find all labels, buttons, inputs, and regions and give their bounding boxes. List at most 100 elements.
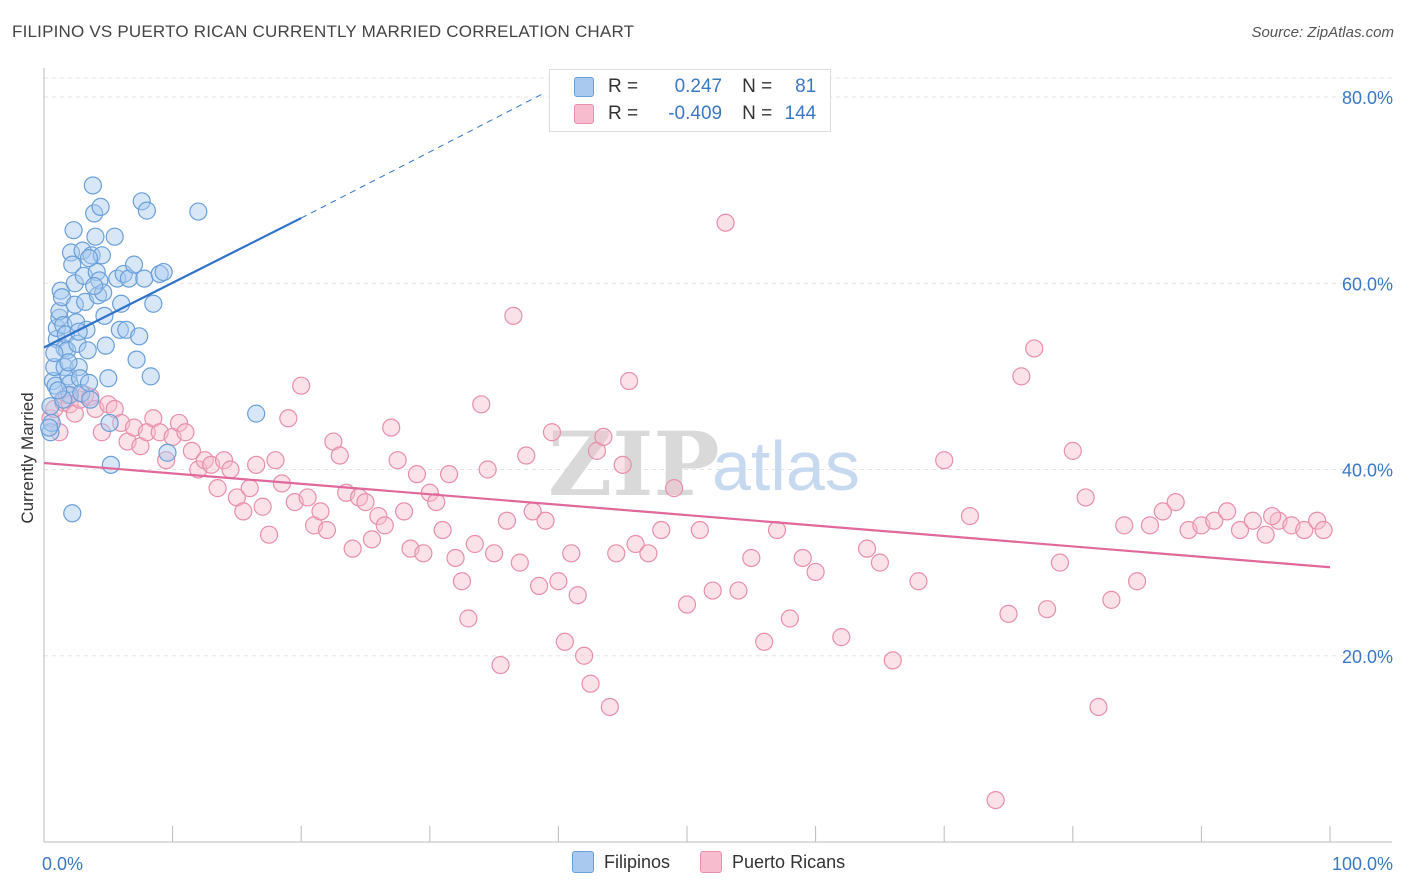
point-puerto-ricans	[208, 479, 227, 498]
point-filipinos	[88, 286, 108, 305]
point-puerto-ricans	[433, 520, 452, 540]
point-filipinos	[85, 276, 104, 296]
legend-n-label: N =	[742, 76, 773, 97]
point-puerto-ricans	[279, 409, 298, 428]
point-puerto-ricans	[767, 520, 787, 540]
series-label-filipinos: Filipinos	[604, 851, 671, 872]
point-filipinos	[65, 295, 84, 314]
point-puerto-ricans	[497, 511, 517, 530]
point-puerto-ricans	[1012, 367, 1031, 386]
point-filipinos	[130, 327, 149, 346]
y-tick-label: 40.0%	[1342, 461, 1393, 481]
point-puerto-ricans	[394, 502, 414, 521]
point-puerto-ricans	[780, 609, 799, 628]
series-legend-filipinos[interactable]: Filipinos	[572, 851, 670, 873]
point-puerto-ricans	[626, 534, 645, 554]
grid-lines	[44, 77, 1392, 657]
point-puerto-ricans	[169, 413, 189, 433]
point-puerto-ricans	[652, 520, 671, 540]
point-puerto-ricans	[832, 628, 851, 647]
point-puerto-ricans	[536, 511, 555, 530]
point-puerto-ricans	[530, 576, 549, 596]
point-puerto-ricans	[1050, 553, 1070, 572]
point-puerto-ricans	[999, 604, 1018, 623]
point-puerto-ricans	[356, 492, 375, 512]
legend-n-label: N =	[742, 103, 773, 124]
point-filipinos	[132, 192, 151, 211]
point-puerto-ricans	[600, 697, 619, 717]
point-puerto-ricans	[330, 446, 349, 465]
y-axis-title: Currently Married	[18, 392, 37, 524]
point-puerto-ricans	[1025, 339, 1044, 358]
point-puerto-ricans	[549, 572, 568, 591]
point-puerto-ricans	[414, 544, 433, 563]
point-filipinos	[59, 367, 78, 386]
point-puerto-ricans	[446, 548, 465, 568]
point-puerto-ricans	[240, 479, 259, 498]
point-puerto-ricans	[716, 213, 735, 232]
point-filipinos	[49, 381, 68, 400]
legend-r-value: 0.247	[674, 76, 723, 97]
y-tick-label: 60.0%	[1342, 274, 1393, 294]
point-puerto-ricans	[1153, 502, 1172, 521]
trend-extension-filipinos	[300, 91, 546, 219]
watermark-atlas: atlas	[712, 427, 860, 505]
point-puerto-ricans	[755, 632, 774, 651]
point-filipinos	[85, 204, 104, 223]
point-puerto-ricans	[65, 404, 84, 423]
point-puerto-ricans	[793, 548, 812, 568]
point-puerto-ricans	[1308, 511, 1327, 530]
series-swatch-filipinos	[572, 851, 594, 873]
point-puerto-ricans	[542, 423, 562, 442]
point-filipinos	[78, 341, 97, 360]
point-filipinos	[79, 373, 99, 392]
watermark-zip: ZIP	[548, 412, 720, 516]
point-puerto-ricans	[857, 539, 877, 558]
point-puerto-ricans	[510, 553, 529, 572]
point-filipinos	[124, 255, 144, 274]
point-puerto-ricans	[388, 451, 407, 470]
point-puerto-ricans	[1256, 525, 1275, 544]
point-puerto-ricans	[266, 451, 285, 470]
point-filipinos	[247, 404, 266, 423]
point-puerto-ricans	[729, 581, 748, 600]
point-puerto-ricans	[247, 455, 266, 474]
point-puerto-ricans	[234, 502, 253, 521]
series-legend-puerto-ricans[interactable]: Puerto Ricans	[700, 851, 845, 873]
point-filipinos	[81, 390, 100, 409]
point-puerto-ricans	[1230, 520, 1250, 540]
point-filipinos	[63, 255, 82, 274]
point-puerto-ricans	[292, 376, 311, 395]
point-puerto-ricans	[909, 572, 928, 591]
point-filipinos	[127, 350, 146, 369]
point-filipinos	[96, 336, 115, 355]
point-puerto-ricans	[568, 586, 587, 605]
point-filipinos	[99, 369, 118, 388]
legend-r-value: -0.409	[668, 103, 723, 124]
stats-legend: R = 0.247 N = 81 R = -0.409 N = 144	[549, 69, 831, 132]
legend-row-filipinos: R = 0.247 N = 81	[574, 75, 816, 99]
point-filipinos	[59, 353, 78, 372]
legend-n-value: 144	[784, 103, 817, 124]
point-puerto-ricans	[472, 395, 491, 414]
point-puerto-ricans	[1140, 516, 1160, 535]
point-puerto-ricans	[176, 423, 195, 442]
point-filipinos	[73, 241, 92, 260]
point-puerto-ricans	[362, 530, 382, 549]
point-puerto-ricans	[575, 646, 594, 665]
point-filipinos	[101, 455, 120, 474]
point-puerto-ricans	[1205, 511, 1224, 530]
point-filipinos	[50, 302, 69, 321]
point-filipinos	[69, 322, 88, 341]
point-puerto-ricans	[639, 544, 658, 563]
point-puerto-ricans	[870, 553, 890, 572]
watermark: ZIP atlas	[548, 412, 860, 516]
data-points	[40, 176, 1333, 810]
point-filipinos	[45, 357, 64, 377]
trend-line-puerto-ricans	[43, 461, 1331, 569]
point-filipinos	[189, 202, 208, 221]
point-puerto-ricans	[459, 609, 478, 628]
x-tick-label: 0.0%	[42, 854, 83, 874]
point-filipinos	[91, 197, 110, 216]
point-filipinos	[110, 320, 129, 339]
